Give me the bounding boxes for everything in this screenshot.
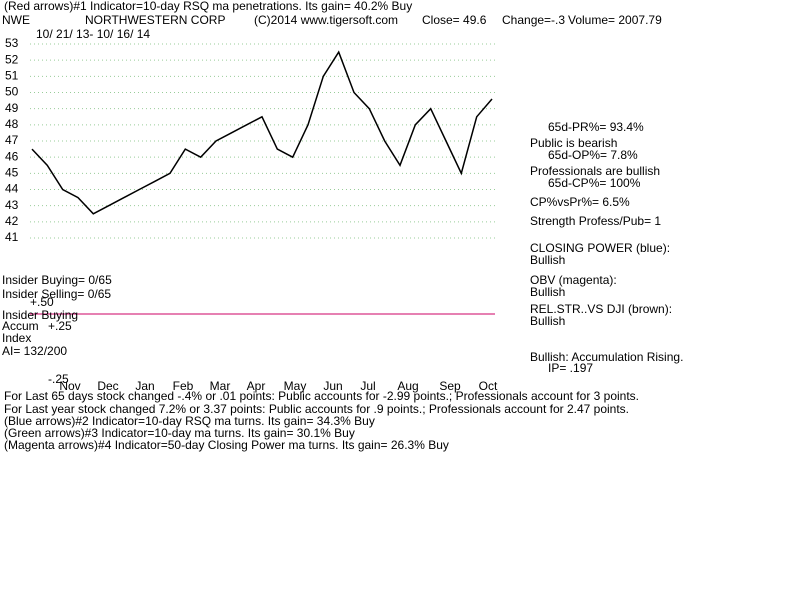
- y-tick-label: 50: [5, 85, 19, 99]
- x-tick-label: Apr: [247, 379, 266, 393]
- right-note: 65d-OP%= 7.8%: [548, 148, 638, 162]
- right-note: Bullish: [530, 314, 565, 328]
- price-line: [31, 50, 493, 215]
- x-tick-label: Jun: [323, 379, 342, 393]
- close: Close= 49.6: [422, 13, 487, 27]
- left-note: Accum: [2, 319, 39, 333]
- left-note: Index: [2, 331, 31, 345]
- company: NORTHWESTERN CORP: [85, 13, 225, 27]
- x-tick-label: Aug: [397, 379, 418, 393]
- left-note: Insider Selling= 0/65: [2, 287, 111, 301]
- right-note: CP%vsPr%= 6.5%: [530, 195, 630, 209]
- x-tick-label: Feb: [173, 379, 194, 393]
- x-tick-label: May: [284, 379, 307, 393]
- x-tick-label: Oct: [479, 379, 498, 393]
- date-range: 10/ 21/ 13- 10/ 16/ 14: [36, 27, 150, 41]
- right-note: Bullish: Accumulation Rising.: [530, 350, 683, 364]
- footer-line: (Green arrows)#3 Indicator=10-day ma tur…: [4, 426, 355, 440]
- right-note: 65d-CP%= 100%: [548, 176, 641, 190]
- left-note: +.25: [48, 319, 72, 333]
- y-tick-label: 53: [5, 36, 19, 50]
- y-tick-label: 47: [5, 133, 19, 147]
- left-note: Insider Buying= 0/65: [2, 273, 112, 287]
- volume: Volume= 2007.79: [568, 13, 662, 27]
- footer-line: For Last year stock changed 7.2% or 3.37…: [4, 402, 629, 416]
- y-tick-label: 43: [5, 198, 19, 212]
- y-tick-label: 42: [5, 214, 19, 228]
- right-note: OBV (magenta):: [530, 273, 617, 287]
- right-note: Professionals are bullish: [530, 164, 660, 178]
- footer-line: (Blue arrows)#2 Indicator=10-day RSQ ma …: [4, 414, 375, 428]
- right-note: REL.STR..VS DJI (brown):: [530, 302, 672, 316]
- y-tick-label: 46: [5, 149, 19, 163]
- x-tick-label: Mar: [210, 379, 231, 393]
- x-tick-label: Jan: [135, 379, 154, 393]
- y-tick-label: 44: [5, 182, 19, 196]
- right-note: Bullish: [530, 285, 565, 299]
- left-note: AI= 132/200: [2, 344, 67, 358]
- y-tick-label: 45: [5, 166, 19, 180]
- x-tick-label: Nov: [59, 379, 80, 393]
- symbol: NWE: [2, 13, 30, 27]
- y-tick-label: 48: [5, 117, 19, 131]
- right-note: CLOSING POWER (blue):: [530, 241, 670, 255]
- x-tick-label: Dec: [97, 379, 118, 393]
- x-tick-label: Jul: [360, 379, 375, 393]
- copyright: (C)2014 www.tigersoft.com: [254, 13, 398, 27]
- footer-line: For Last 65 days stock changed -.4% or .…: [4, 389, 639, 403]
- y-tick-label: 52: [5, 52, 19, 66]
- left-note: Insider Buying: [2, 308, 78, 322]
- left-note: -.25: [48, 372, 69, 386]
- right-note: Bullish: [530, 253, 565, 267]
- change: Change=-.3: [502, 13, 565, 27]
- footer-line: (Magenta arrows)#4 Indicator=50-day Clos…: [4, 438, 449, 452]
- right-note: Strength Profess/Pub= 1: [530, 214, 661, 228]
- header-line: (Red arrows)#1 Indicator=10-day RSQ ma p…: [4, 0, 412, 13]
- right-note: 65d-PR%= 93.4%: [548, 120, 644, 134]
- right-note: Public is bearish: [530, 136, 617, 150]
- left-note: +.50: [30, 295, 54, 309]
- y-tick-label: 41: [5, 230, 19, 244]
- y-tick-label: 51: [5, 69, 19, 83]
- y-tick-label: 49: [5, 101, 19, 115]
- right-note: IP= .197: [548, 361, 593, 375]
- x-tick-label: Sep: [439, 379, 461, 393]
